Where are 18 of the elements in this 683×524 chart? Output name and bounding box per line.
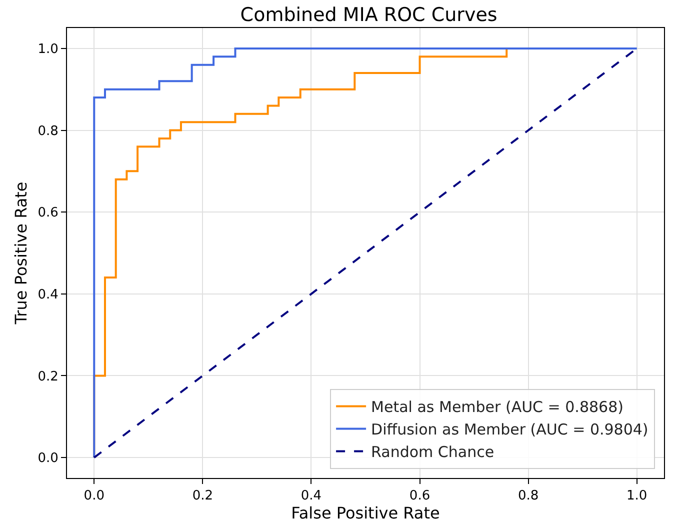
legend-label: Metal as Member (AUC = 0.8868) — [371, 398, 624, 416]
x-tick-label: 0.4 — [300, 488, 322, 504]
y-tick-label: 0.4 — [38, 287, 58, 302]
y-tick-label: 0.0 — [38, 451, 58, 466]
x-tick-label: 1.0 — [626, 488, 648, 504]
legend-label: Diffusion as Member (AUC = 0.9804) — [371, 420, 648, 439]
x-tick-label: 0.6 — [409, 488, 430, 504]
chart-title: Combined MIA ROC Curves — [240, 4, 498, 26]
y-tick-label: 0.6 — [38, 206, 58, 221]
x-tick-label: 0.2 — [192, 488, 214, 504]
legend-label: Random Chance — [371, 443, 494, 462]
y-tick-label: 0.8 — [38, 124, 58, 139]
y-axis-title: True Positive Rate — [12, 182, 31, 326]
x-tick-label: 0.0 — [84, 488, 104, 504]
y-tick-label: 0.2 — [38, 369, 58, 384]
x-axis-title: False Positive Rate — [291, 504, 440, 523]
x-tick-label: 0.8 — [518, 488, 539, 504]
y-tick-label: 1.0 — [38, 42, 58, 57]
